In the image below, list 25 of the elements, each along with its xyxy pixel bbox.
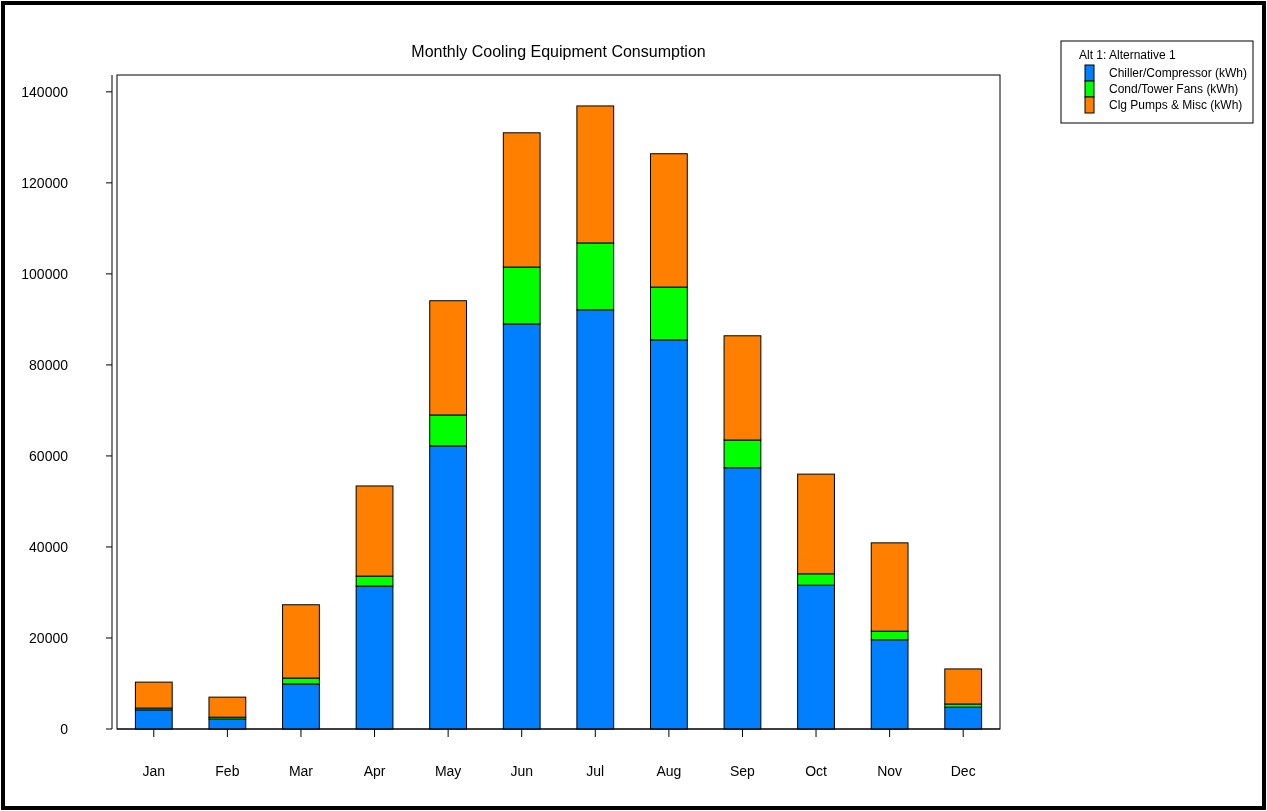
y-tick-label: 80000 [29, 356, 69, 373]
x-tick-label: Dec [950, 763, 976, 779]
legend-label: Cond/Tower Fans (kWh) [1109, 82, 1239, 96]
x-tick-label: Nov [877, 763, 903, 779]
x-tick-label: Mar [288, 763, 314, 779]
chart-title: Monthly Cooling Equipment Consumption [411, 43, 706, 60]
x-tick-label: May [434, 763, 462, 779]
legend-label: Clg Pumps & Misc (kWh) [1109, 98, 1243, 112]
legend-title: Alt 1: Alternative 1 [1079, 48, 1177, 62]
x-tick-label: Jul [586, 763, 605, 779]
y-tick-label: 120000 [21, 174, 69, 191]
x-tick-label: Sep [730, 763, 756, 779]
y-tick-label: 100000 [21, 265, 69, 282]
x-tick-label: Feb [215, 763, 240, 779]
legend-label: Chiller/Compressor (kWh) [1109, 66, 1248, 80]
x-tick-label: Aug [656, 763, 682, 779]
y-tick-label: 40000 [29, 538, 69, 555]
x-tick-label: Jan [142, 763, 166, 779]
y-tick-label: 0 [60, 720, 69, 737]
y-tick-label: 20000 [29, 629, 69, 646]
x-tick-label: Oct [805, 763, 828, 779]
y-tick-label: 140000 [21, 83, 69, 100]
x-tick-label: Apr [363, 763, 386, 779]
y-tick-label: 60000 [29, 447, 69, 464]
x-tick-label: Jun [510, 763, 533, 779]
